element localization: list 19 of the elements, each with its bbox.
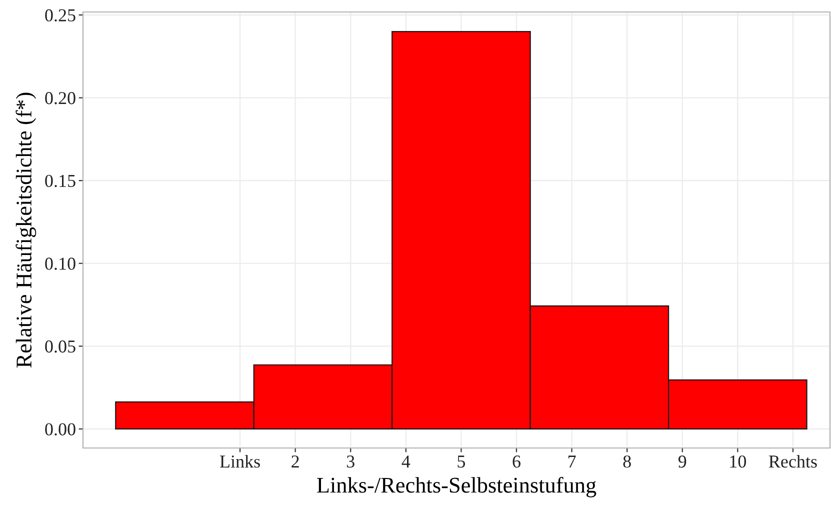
y-tick-label: 0.25: [45, 9, 76, 22]
x-tick-label: 9: [678, 456, 686, 468]
x-tick-label: Rechts: [768, 454, 817, 468]
y-tick-label: 0.10: [45, 258, 76, 270]
x-tick-label: 6: [512, 456, 520, 468]
x-tick-label: 2: [292, 456, 299, 468]
y-tick-label: 0.00: [45, 423, 76, 436]
y-tick-label: 0.20: [45, 92, 76, 104]
y-tick-label: 0.15: [45, 174, 76, 188]
y-tick-label: 0.05: [45, 340, 76, 353]
x-tick-label: 3: [346, 456, 354, 468]
y-axis-title: Relative Häufigkeitsdichte (f*): [16, 92, 36, 368]
x-tick-label: 4: [402, 456, 410, 468]
x-tick-label: 7: [568, 456, 576, 468]
x-tick-label: Links: [220, 454, 260, 468]
x-tick-label: 10: [730, 455, 746, 468]
x-axis-title: Links-/Rechts-Selbsteinstufung: [317, 476, 596, 498]
x-tick-label: 8: [623, 455, 631, 468]
x-tick-label: 5: [458, 456, 466, 468]
